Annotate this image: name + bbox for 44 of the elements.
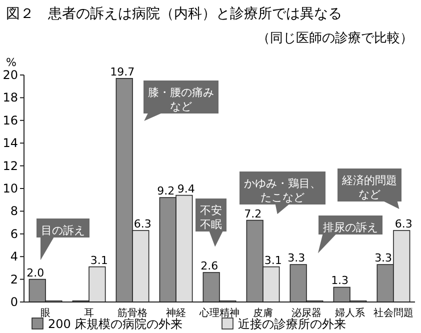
annotation: 不安不眠 <box>200 204 222 231</box>
annotation: かゆみ・鶏目、たこなど <box>244 177 321 204</box>
data-label: 9.4 <box>177 182 195 196</box>
y-tick-label: 6 <box>10 226 18 241</box>
data-label: 19.7 <box>110 65 135 78</box>
x-tick-label: 皮膚 <box>252 307 273 319</box>
data-label: 9.2 <box>157 184 175 198</box>
data-label: 6.3 <box>134 217 152 230</box>
chart-title: 図２ 患者の訴えは病院（内科）と診療所では異なる <box>6 6 342 22</box>
x-tick-label: 婦人系 <box>334 307 365 319</box>
data-label: 3.3 <box>374 252 392 265</box>
data-label: 2.0 <box>26 266 44 280</box>
y-tick-label: 14 <box>2 136 18 150</box>
y-tick-label: 18 <box>2 90 18 105</box>
data-label: 3.3 <box>288 252 306 265</box>
data-label: 7.2 <box>244 207 262 220</box>
x-tick-label: 耳 <box>84 308 94 319</box>
legend-label: 200 床規模の病院の外来 <box>48 317 183 331</box>
y-tick-label: 10 <box>2 182 18 196</box>
y-tick-label: 4 <box>10 250 18 264</box>
data-label: 1.3 <box>331 274 349 288</box>
x-tick-label: 泌尿器 <box>291 307 322 319</box>
annotation: 目の訴え <box>41 224 85 237</box>
annotation: 経済的問題など <box>341 174 397 201</box>
x-tick-label: 眼 <box>40 308 51 319</box>
y-tick-label: 16 <box>2 113 18 128</box>
data-label: 3.1 <box>264 254 282 267</box>
data-label: 6.3 <box>394 217 412 230</box>
y-tick-label: 0 <box>10 295 18 309</box>
data-label: 3.1 <box>90 254 108 267</box>
legend-label: 近接の診療所の外来 <box>238 317 346 331</box>
x-tick-label: 心理精神 <box>198 307 240 319</box>
chart-subtitle: （同じ医師の診療で比較） <box>257 31 413 46</box>
y-tick-label: 20 <box>2 68 18 82</box>
y-tick-label: 8 <box>10 204 18 218</box>
y-tick-label: 2 <box>10 272 18 286</box>
annotation: 排尿の訴え <box>323 221 378 234</box>
data-label: 2.6 <box>200 259 218 272</box>
x-tick-label: 筋骨格 <box>118 307 148 319</box>
x-tick-label: 神経 <box>166 307 186 319</box>
x-tick-label: 社会問題 <box>373 307 414 319</box>
y-axis-title: % <box>6 56 16 69</box>
annotation: 膝・腰の痛みなど <box>148 86 214 113</box>
y-tick-label: 12 <box>2 158 18 173</box>
